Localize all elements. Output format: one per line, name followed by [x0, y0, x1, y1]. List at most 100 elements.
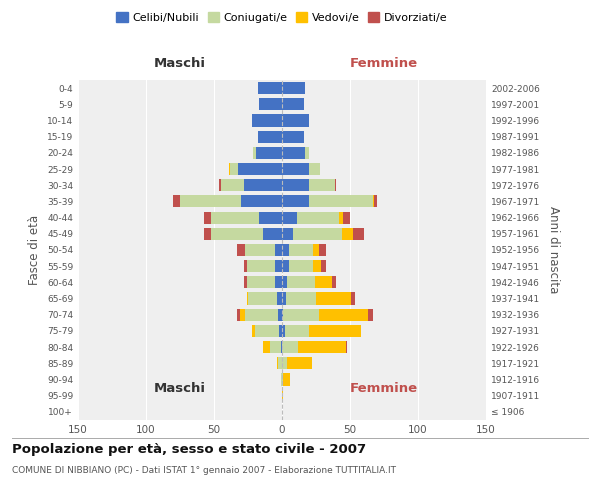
Bar — [282, 341, 298, 353]
Bar — [180, 196, 241, 207]
Bar — [309, 325, 361, 337]
Bar — [282, 163, 309, 175]
Legend: Celibi/Nubili, Coniugati/e, Vedovi/e, Divorziati/e: Celibi/Nubili, Coniugati/e, Vedovi/e, Di… — [112, 8, 452, 28]
Bar — [244, 260, 247, 272]
Bar — [289, 244, 313, 256]
Bar — [275, 276, 282, 288]
Bar — [247, 292, 248, 304]
Bar — [263, 228, 282, 240]
Bar — [282, 325, 285, 337]
Bar — [277, 358, 278, 370]
Bar — [297, 212, 339, 224]
Bar — [240, 308, 245, 321]
Bar — [282, 114, 309, 126]
Bar — [275, 244, 282, 256]
Bar — [278, 308, 282, 321]
Bar — [252, 114, 282, 126]
Bar — [259, 98, 282, 110]
Bar — [342, 228, 353, 240]
Bar — [287, 276, 314, 288]
Bar — [238, 163, 282, 175]
Bar — [352, 292, 355, 304]
Bar — [282, 308, 283, 321]
Bar — [298, 341, 346, 353]
Bar — [343, 212, 350, 224]
Bar — [281, 374, 282, 386]
Bar — [283, 374, 290, 386]
Bar — [374, 196, 377, 207]
Bar — [319, 308, 368, 321]
Bar — [339, 212, 343, 224]
Bar — [282, 292, 286, 304]
Bar — [211, 212, 259, 224]
Bar — [253, 147, 256, 159]
Bar — [282, 82, 305, 94]
Bar — [237, 308, 240, 321]
Bar — [287, 358, 312, 370]
Bar — [282, 212, 297, 224]
Bar — [282, 244, 289, 256]
Bar — [368, 308, 373, 321]
Bar — [229, 163, 230, 175]
Bar — [263, 341, 270, 353]
Y-axis label: Anni di nascita: Anni di nascita — [547, 206, 560, 294]
Bar — [335, 179, 337, 192]
Bar — [309, 179, 335, 192]
Y-axis label: Fasce di età: Fasce di età — [28, 215, 41, 285]
Bar — [282, 390, 283, 402]
Text: Maschi: Maschi — [154, 382, 206, 395]
Bar — [282, 276, 287, 288]
Bar — [244, 179, 282, 192]
Bar — [245, 244, 275, 256]
Bar — [281, 341, 282, 353]
Bar — [286, 292, 316, 304]
Bar — [313, 260, 322, 272]
Bar — [346, 341, 347, 353]
Bar — [314, 276, 332, 288]
Bar — [247, 276, 275, 288]
Bar — [247, 260, 275, 272]
Bar — [282, 130, 304, 142]
Text: Femmine: Femmine — [350, 57, 418, 70]
Bar — [305, 147, 309, 159]
Bar — [220, 179, 221, 192]
Bar — [259, 212, 282, 224]
Bar — [277, 292, 282, 304]
Bar — [285, 325, 309, 337]
Bar — [221, 179, 244, 192]
Text: Femmine: Femmine — [350, 382, 418, 395]
Bar — [353, 228, 364, 240]
Bar — [278, 358, 282, 370]
Bar — [293, 228, 342, 240]
Bar — [282, 196, 309, 207]
Bar — [211, 228, 263, 240]
Bar — [257, 130, 282, 142]
Bar — [279, 325, 282, 337]
Bar — [332, 276, 337, 288]
Bar — [319, 244, 326, 256]
Bar — [173, 196, 180, 207]
Bar — [309, 163, 320, 175]
Bar — [373, 196, 374, 207]
Bar — [255, 325, 279, 337]
Text: Popolazione per età, sesso e stato civile - 2007: Popolazione per età, sesso e stato civil… — [12, 442, 366, 456]
Bar — [282, 260, 289, 272]
Bar — [256, 147, 282, 159]
Bar — [282, 374, 283, 386]
Bar — [282, 179, 309, 192]
Bar — [316, 292, 352, 304]
Bar — [283, 308, 319, 321]
Bar — [275, 260, 282, 272]
Bar — [282, 358, 287, 370]
Bar — [309, 196, 373, 207]
Bar — [248, 292, 277, 304]
Text: COMUNE DI NIBBIANO (PC) - Dati ISTAT 1° gennaio 2007 - Elaborazione TUTTITALIA.I: COMUNE DI NIBBIANO (PC) - Dati ISTAT 1° … — [12, 466, 396, 475]
Bar — [257, 82, 282, 94]
Bar — [322, 260, 326, 272]
Text: Maschi: Maschi — [154, 57, 206, 70]
Bar — [313, 244, 319, 256]
Bar — [244, 276, 247, 288]
Bar — [241, 196, 282, 207]
Bar — [252, 325, 255, 337]
Bar — [282, 228, 293, 240]
